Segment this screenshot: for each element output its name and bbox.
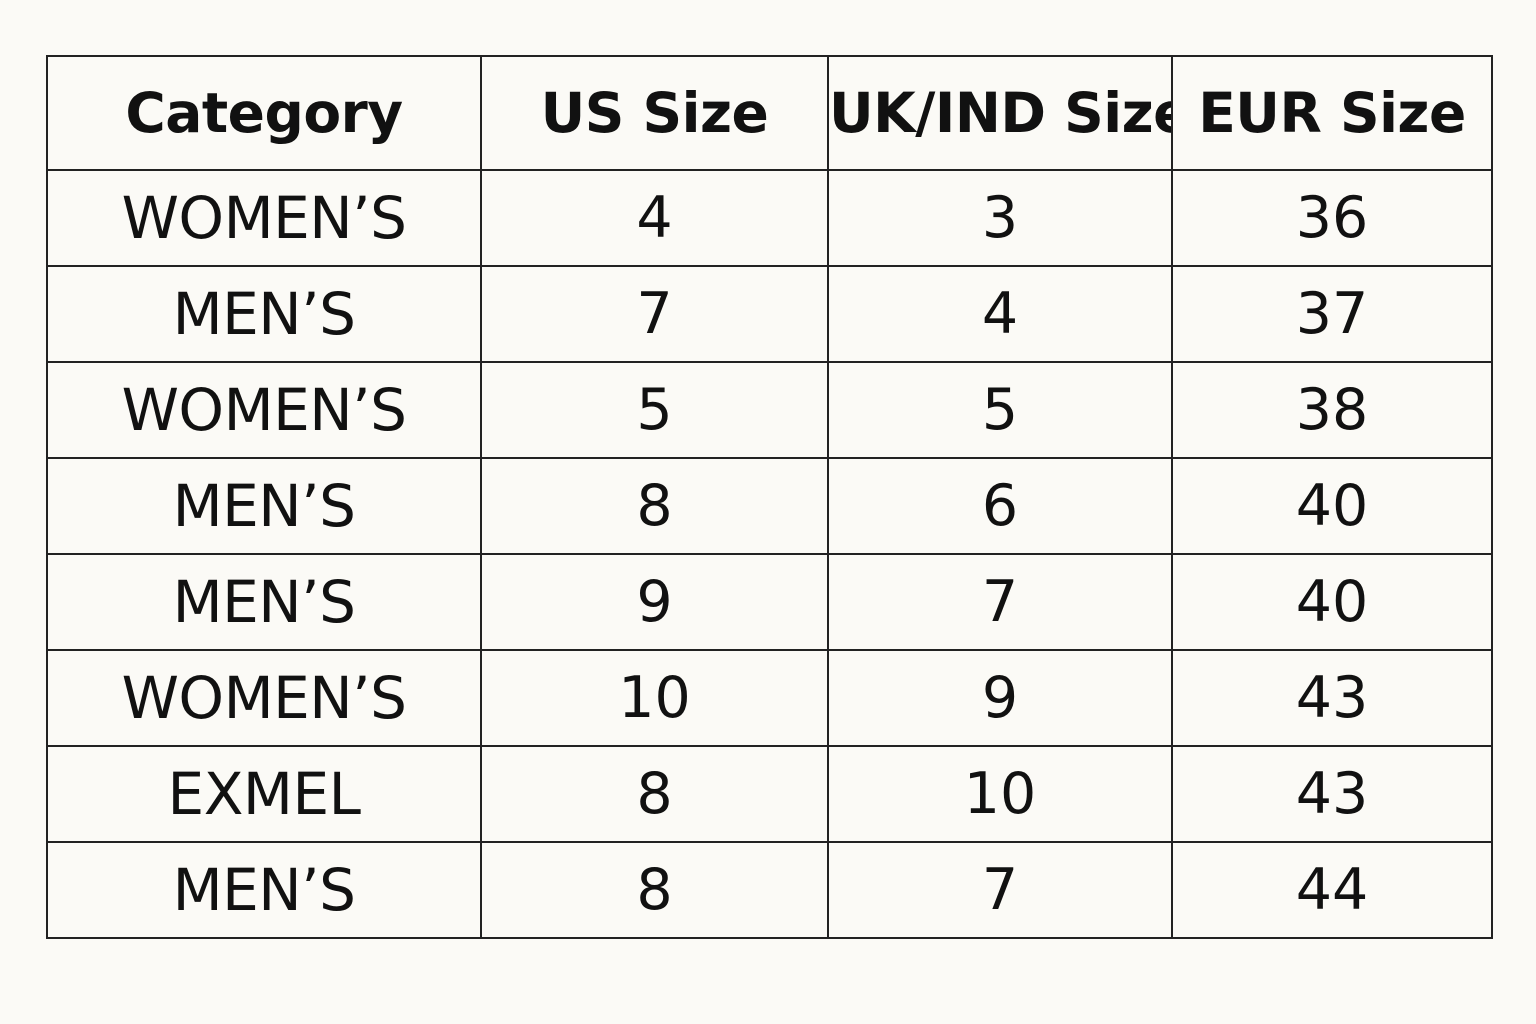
uk-ind-size-cell: 9 <box>827 649 1173 747</box>
uk-ind-size-cell: 4 <box>827 265 1173 363</box>
table-row: EXMEL 8 10 43 <box>46 745 1493 843</box>
us-size-cell: 9 <box>480 553 829 651</box>
eur-size-cell: 36 <box>1171 169 1493 267</box>
us-size-cell: 8 <box>480 745 829 843</box>
us-size-cell: 7 <box>480 265 829 363</box>
eur-size-cell: 38 <box>1171 361 1493 459</box>
uk-ind-size-cell: 3 <box>827 169 1173 267</box>
header-row: Category US Size UK/IND Size EUR Size <box>46 55 1493 171</box>
eur-size-cell: 40 <box>1171 457 1493 555</box>
eur-size-cell: 44 <box>1171 841 1493 939</box>
category-cell: MEN’S <box>46 265 482 363</box>
eur-size-cell: 43 <box>1171 649 1493 747</box>
us-size-cell: 10 <box>480 649 829 747</box>
table-row: MEN’S 7 4 37 <box>46 265 1493 363</box>
category-cell: WOMEN’S <box>46 169 482 267</box>
uk-ind-size-cell: 6 <box>827 457 1173 555</box>
uk-ind-size-cell: 5 <box>827 361 1173 459</box>
table-row: WOMEN’S 10 9 43 <box>46 649 1493 747</box>
category-cell: EXMEL <box>46 745 482 843</box>
us-size-cell: 8 <box>480 457 829 555</box>
category-cell: MEN’S <box>46 841 482 939</box>
table-row: MEN’S 8 6 40 <box>46 457 1493 555</box>
category-cell: MEN’S <box>46 457 482 555</box>
table-row: MEN’S 9 7 40 <box>46 553 1493 651</box>
header-eur-size: EUR Size <box>1171 55 1493 171</box>
us-size-cell: 8 <box>480 841 829 939</box>
uk-ind-size-cell: 7 <box>827 841 1173 939</box>
us-size-cell: 4 <box>480 169 829 267</box>
category-cell: MEN’S <box>46 553 482 651</box>
category-cell: WOMEN’S <box>46 649 482 747</box>
size-chart-table: Category US Size UK/IND Size EUR Size WO… <box>46 55 1493 939</box>
uk-ind-size-cell: 10 <box>827 745 1173 843</box>
eur-size-cell: 43 <box>1171 745 1493 843</box>
table-row: WOMEN’S 5 5 38 <box>46 361 1493 459</box>
header-uk-ind-size: UK/IND Size <box>827 55 1173 171</box>
us-size-cell: 5 <box>480 361 829 459</box>
table-row: WOMEN’S 4 3 36 <box>46 169 1493 267</box>
eur-size-cell: 40 <box>1171 553 1493 651</box>
header-us-size: US Size <box>480 55 829 171</box>
eur-size-cell: 37 <box>1171 265 1493 363</box>
table-row: MEN’S 8 7 44 <box>46 841 1493 939</box>
uk-ind-size-cell: 7 <box>827 553 1173 651</box>
header-category: Category <box>46 55 482 171</box>
category-cell: WOMEN’S <box>46 361 482 459</box>
